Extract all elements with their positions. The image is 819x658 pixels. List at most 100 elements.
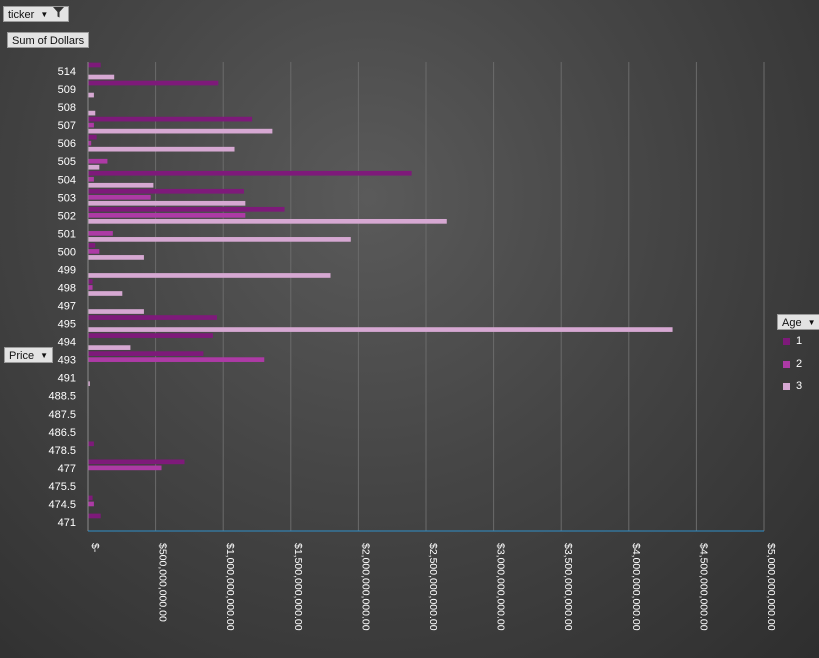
bar [88,315,217,320]
bar [88,441,94,447]
bar [88,170,412,176]
bar [88,146,235,152]
legend-swatch [783,360,790,368]
bar [88,164,100,170]
price-axis-field-button[interactable]: Price ▼ [4,347,54,363]
y-tick-label: 477 [58,463,76,475]
y-tick-label: 478.5 [48,445,76,457]
legend-entry-2[interactable]: 2 [783,358,802,370]
x-tick-label: $3,000,000,000.00 [495,543,507,631]
bar [88,333,213,338]
y-tick-label: 503 [58,192,76,204]
bar [88,158,108,164]
y-tick-label: 471 [58,517,76,529]
sum-of-dollars-field[interactable]: Sum of Dollars [7,32,90,48]
y-tick-label: 501 [58,228,76,240]
bar [88,273,331,278]
x-tick-label: $500,000,000.00 [157,543,169,622]
y-tick-label: 475.5 [48,481,76,493]
bar [88,134,97,140]
bar [88,176,94,182]
legend-label: 2 [796,358,803,370]
dropdown-arrow-icon: ▼ [40,10,49,20]
price-field-label: Price [9,350,35,362]
bar [88,255,144,260]
bar [88,381,90,387]
bar [88,285,93,290]
y-tick-label: 497 [58,301,76,313]
y-tick-label: 505 [58,156,76,168]
y-tick-label: 495 [58,319,76,331]
bar [88,249,100,254]
bar [88,110,96,116]
ticker-filter-label: ticker [8,9,35,21]
y-tick-label: 498 [58,282,76,294]
bar [88,243,96,248]
legend-label: 3 [796,380,803,392]
bar [88,465,162,471]
y-tick-label: 474.5 [48,499,76,511]
bar [88,279,93,284]
filter-funnel-icon [53,7,65,23]
y-tick-label: 506 [58,138,76,150]
bar [88,501,94,507]
y-tick-label: 507 [58,120,76,132]
legend-entry-3[interactable]: 3 [783,380,802,392]
bar [88,194,151,200]
legend-label: 1 [796,335,803,347]
bar [88,351,204,356]
bar [88,188,244,194]
bar [88,291,123,296]
bar [88,92,94,98]
x-tick-label: $4,000,000,000.00 [630,543,642,631]
dropdown-arrow-icon: ▼ [40,351,49,361]
x-tick-label: $3,500,000,000.00 [562,543,574,631]
sum-of-dollars-label: Sum of Dollars [12,35,85,47]
y-tick-label: 508 [58,102,76,114]
x-tick-label: $1,000,000,000.00 [224,543,236,631]
dropdown-arrow-icon: ▼ [807,318,816,328]
y-tick-label: 502 [58,210,76,222]
legend-entry-1[interactable]: 1 [783,335,802,347]
y-tick-label: 491 [58,373,76,385]
bar [88,513,101,519]
bar [88,345,131,350]
x-tick-label: $1,500,000,000.00 [292,543,304,631]
y-tick-label: 509 [58,84,76,96]
x-tick-label: $4,500,000,000.00 [697,543,709,631]
bar [88,116,253,122]
bar [88,206,285,212]
age-legend-field-button[interactable]: Age ▼ [777,314,819,330]
y-tick-label: 494 [58,337,76,349]
bar [88,327,673,332]
y-tick-label: 488.5 [48,391,76,403]
bar [88,74,115,80]
bar [88,62,101,68]
bar [88,357,265,362]
bar [88,80,219,86]
bar [88,182,154,188]
bar [88,200,246,206]
y-tick-label: 499 [58,264,76,276]
bar [88,122,94,128]
bar [88,459,185,465]
x-tick-label: $- [89,543,101,553]
bar [88,140,92,146]
legend-swatch [783,382,790,390]
bar [88,495,93,501]
bar [88,237,351,242]
bar [88,231,113,236]
y-tick-label: 500 [58,246,76,258]
bar [88,128,273,134]
ticker-filter-button[interactable]: ticker ▼ [3,6,70,23]
x-tick-label: $5,000,000,000.00 [765,543,777,631]
y-tick-label: 487.5 [48,409,76,421]
bar [88,212,246,218]
y-tick-label: 486.5 [48,427,76,439]
x-tick-label: $2,000,000,000.00 [359,543,371,631]
y-tick-label: 493 [58,355,76,367]
bar [88,218,447,224]
bar [88,309,144,314]
age-field-label: Age [782,317,802,329]
y-tick-label: 504 [58,174,76,186]
